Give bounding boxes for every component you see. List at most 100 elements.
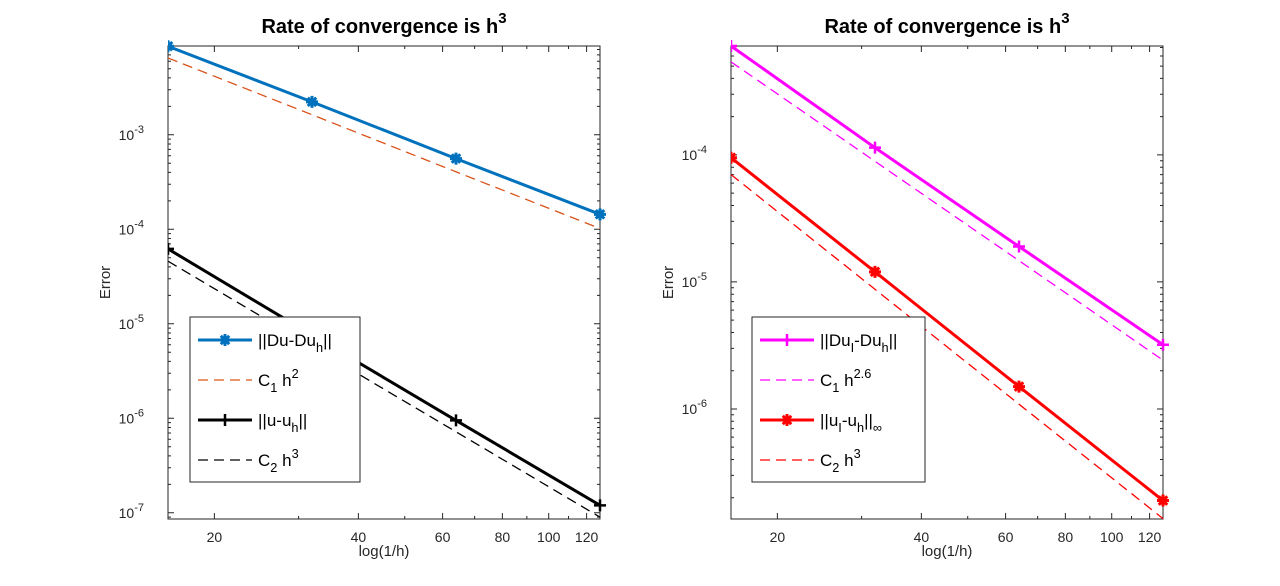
tick-exponent: -6 xyxy=(697,398,707,410)
label-text: h xyxy=(277,451,291,470)
x-tick-label: 120 xyxy=(575,529,599,545)
x-tick-label: 100 xyxy=(1100,529,1124,545)
label-subscript: h xyxy=(316,340,323,355)
label-text: || xyxy=(299,411,308,430)
label-subscript: h xyxy=(857,420,864,435)
label-text: C xyxy=(258,451,270,470)
data-point xyxy=(168,40,174,53)
reference-line xyxy=(731,61,1164,361)
data-point xyxy=(1157,494,1169,507)
series-line xyxy=(168,247,601,507)
label-subscript: h xyxy=(882,340,889,355)
tick-base: 10 xyxy=(682,274,698,290)
tick-exponent: -5 xyxy=(697,271,707,283)
x-tick-label: 80 xyxy=(1058,529,1074,545)
tick-base: 10 xyxy=(119,127,135,143)
x-axis-label: log(1/h) xyxy=(922,543,973,560)
legend-marker xyxy=(219,414,231,426)
legend: ||DuI​-Duh​|| C1​ h2.6​ ||uI​-uh​||∞​ C2​ h… xyxy=(751,316,926,483)
label-text: ||Du xyxy=(820,331,851,350)
tick-base: 10 xyxy=(682,401,698,417)
data-point xyxy=(594,208,606,221)
label-subscript: 1 xyxy=(832,380,839,395)
series-1 xyxy=(168,40,606,221)
label-text: ||u-u xyxy=(258,411,291,430)
label-subscript: ∞ xyxy=(873,420,882,435)
y-tick-label: 10-4 xyxy=(682,144,707,163)
label-text: h xyxy=(277,371,291,390)
label-text: C xyxy=(258,371,270,390)
title-text: Rate of convergence is h xyxy=(261,16,498,38)
label-text: h xyxy=(839,451,853,470)
data-point xyxy=(1157,338,1169,351)
tick-base: 10 xyxy=(119,505,135,521)
data-point xyxy=(731,151,737,164)
label-superscript: 2.6 xyxy=(854,366,872,381)
label-subscript: I xyxy=(838,420,842,435)
label-text: || xyxy=(323,331,332,350)
series-2 xyxy=(731,61,1164,361)
title-superscript: 3 xyxy=(498,10,506,27)
x-tick-label: 100 xyxy=(537,529,561,545)
tick-exponent: -3 xyxy=(134,124,144,136)
data-point xyxy=(306,95,318,108)
y-tick-label: 10-5 xyxy=(682,271,707,290)
series-3 xyxy=(731,151,1169,507)
label-subscript: 1 xyxy=(270,380,277,395)
data-point xyxy=(450,152,462,165)
x-tick-label: 60 xyxy=(435,529,451,545)
tick-exponent: -4 xyxy=(697,144,707,156)
label-text: h xyxy=(839,371,853,390)
label-text: ||u xyxy=(820,411,838,430)
data-point xyxy=(1013,380,1025,393)
series-4 xyxy=(731,174,1164,519)
reference-line xyxy=(731,174,1164,519)
series-4 xyxy=(168,260,601,518)
label-subscript: I xyxy=(851,340,855,355)
label-superscript: 3 xyxy=(292,446,299,461)
label-text: || xyxy=(889,331,898,350)
label-text: -Du xyxy=(854,331,881,350)
y-axis-label: Error xyxy=(97,266,114,299)
tick-base: 10 xyxy=(682,147,698,163)
series-1 xyxy=(731,40,1169,351)
label-text: -u xyxy=(842,411,857,430)
x-tick-label: 20 xyxy=(770,529,786,545)
label-superscript: 3 xyxy=(854,446,861,461)
title-text: Rate of convergence is h xyxy=(824,16,1061,38)
y-tick-label: 10-5 xyxy=(119,313,144,332)
x-tick-label: 60 xyxy=(998,529,1014,545)
y-tick-label: 10-6 xyxy=(119,407,144,426)
tick-exponent: -7 xyxy=(134,502,144,514)
legend-marker xyxy=(219,334,231,346)
y-tick-label: 10-4 xyxy=(119,218,144,237)
legend-entry: ||uI​-uh​||∞​ xyxy=(820,411,882,435)
x-tick-label: 40 xyxy=(914,529,930,545)
data-point xyxy=(869,141,881,154)
reference-line xyxy=(168,57,601,230)
legend-entry: C1​ h2.6​ xyxy=(820,366,871,395)
x-tick-label: 20 xyxy=(207,529,223,545)
y-tick-label: 10-6 xyxy=(682,398,707,417)
label-text: ||Du-Du xyxy=(258,331,316,350)
y-axis-label: Error xyxy=(660,266,677,299)
data-point xyxy=(1013,240,1025,253)
reference-line xyxy=(168,260,601,518)
y-tick-label: 10-3 xyxy=(119,124,144,143)
legend-entry: ||DuI​-Duh​|| xyxy=(820,331,897,355)
label-superscript: 2 xyxy=(292,366,299,381)
legend-entry: ||u-uh​|| xyxy=(258,411,307,435)
x-axis-label: log(1/h) xyxy=(359,543,410,560)
legend-box xyxy=(189,316,361,483)
label-text: C xyxy=(820,451,832,470)
legend-entry: C2​ h3​ xyxy=(258,446,299,475)
chart-title: Rate of convergence is h3 xyxy=(824,10,1069,38)
data-point xyxy=(869,265,881,278)
data-point xyxy=(731,40,737,52)
label-text: C xyxy=(820,371,832,390)
legend-box xyxy=(751,316,926,483)
legend-entry: C1​ h2​ xyxy=(258,366,299,395)
y-tick-label: 10-7 xyxy=(119,502,144,521)
